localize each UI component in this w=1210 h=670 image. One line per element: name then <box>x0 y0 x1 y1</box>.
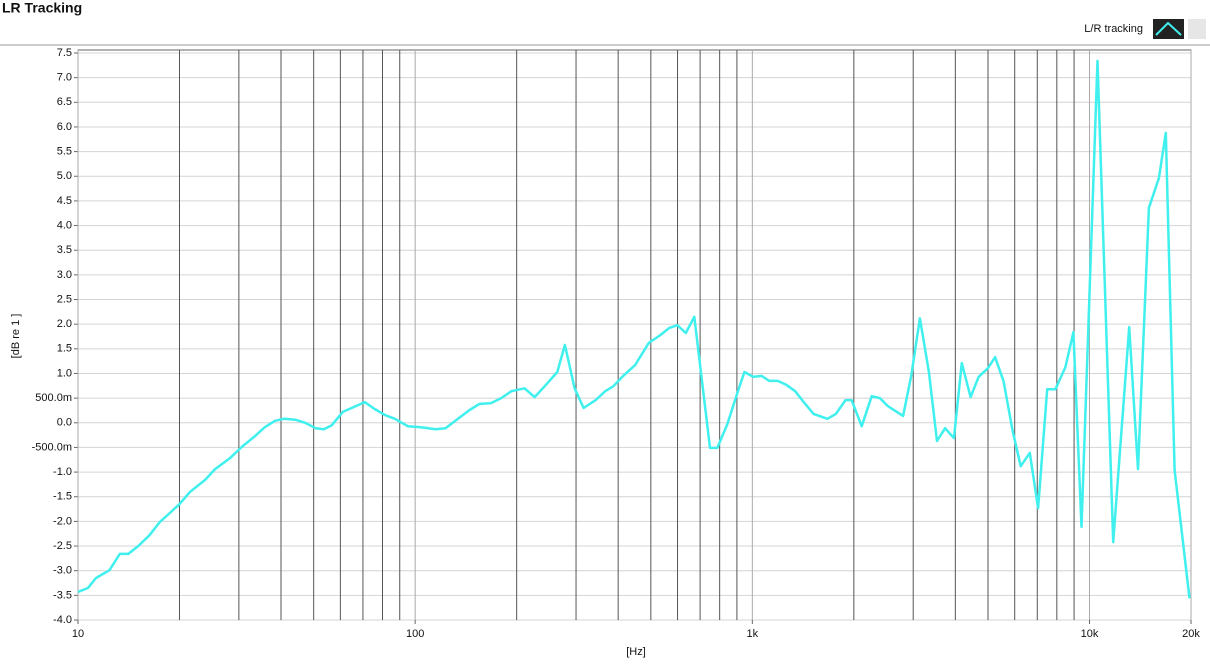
legend-scroll <box>1188 19 1206 39</box>
y-tick-label: 5.0 <box>57 170 72 182</box>
y-tick-label: 1.5 <box>57 343 72 355</box>
y-tick-label: 4.0 <box>57 219 72 231</box>
y-tick-label: 2.0 <box>57 318 72 330</box>
x-axis-label: [Hz] <box>626 646 646 658</box>
y-tick-label: -3.0 <box>53 565 72 577</box>
legend-swatch-box <box>1153 19 1184 39</box>
y-tick-label: -2.0 <box>53 515 72 527</box>
y-tick-label: -4.0 <box>53 614 72 626</box>
x-tick-label: 10 <box>72 628 84 640</box>
y-tick-label: 3.5 <box>57 244 72 256</box>
y-tick-label: 2.5 <box>57 293 72 305</box>
x-tick-label: 100 <box>406 628 424 640</box>
x-tick-label: 20k <box>1182 628 1200 640</box>
y-tick-label: 7.0 <box>57 72 72 84</box>
y-tick-label: 1.0 <box>57 367 72 379</box>
x-tick-label: 10k <box>1081 628 1099 640</box>
y-tick-label: -2.5 <box>53 540 72 552</box>
plot-area <box>77 49 1192 621</box>
y-tick-label: 7.5 <box>57 47 72 59</box>
y-tick-label: 0.0 <box>57 417 72 429</box>
y-axis-label: [dB re 1 ] <box>10 314 22 359</box>
chart-title: LR Tracking <box>2 0 82 16</box>
y-tick-label: 3.0 <box>57 269 72 281</box>
data-line <box>77 59 1191 599</box>
legend-swatch <box>1155 21 1182 36</box>
y-tick-label: 6.0 <box>57 121 72 133</box>
y-tick-label: 4.5 <box>57 195 72 207</box>
legend-label: L/R tracking <box>1084 23 1143 35</box>
y-tick-label: -3.5 <box>53 589 72 601</box>
y-tick-label: -1.5 <box>53 491 72 503</box>
y-tick-label: -500.0m <box>32 441 72 453</box>
y-tick-label: -1.0 <box>53 466 72 478</box>
y-tick-label: 5.5 <box>57 146 72 158</box>
y-tick-label: 500.0m <box>35 392 72 404</box>
y-tick-label: 6.5 <box>57 96 72 108</box>
x-tick-label: 1k <box>747 628 759 640</box>
